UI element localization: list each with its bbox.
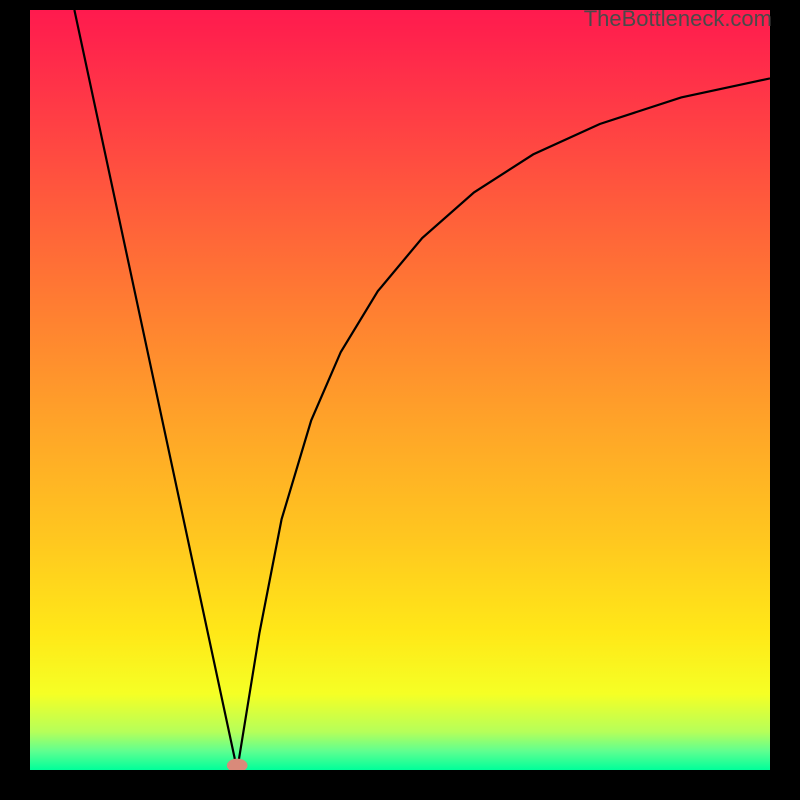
minimum-marker xyxy=(227,759,248,770)
bottleneck-curve-svg xyxy=(30,10,770,770)
bottleneck-curve xyxy=(74,10,770,770)
figure-frame: TheBottleneck.com xyxy=(0,0,800,800)
watermark-text: TheBottleneck.com xyxy=(584,6,772,32)
plot-area xyxy=(30,10,770,770)
